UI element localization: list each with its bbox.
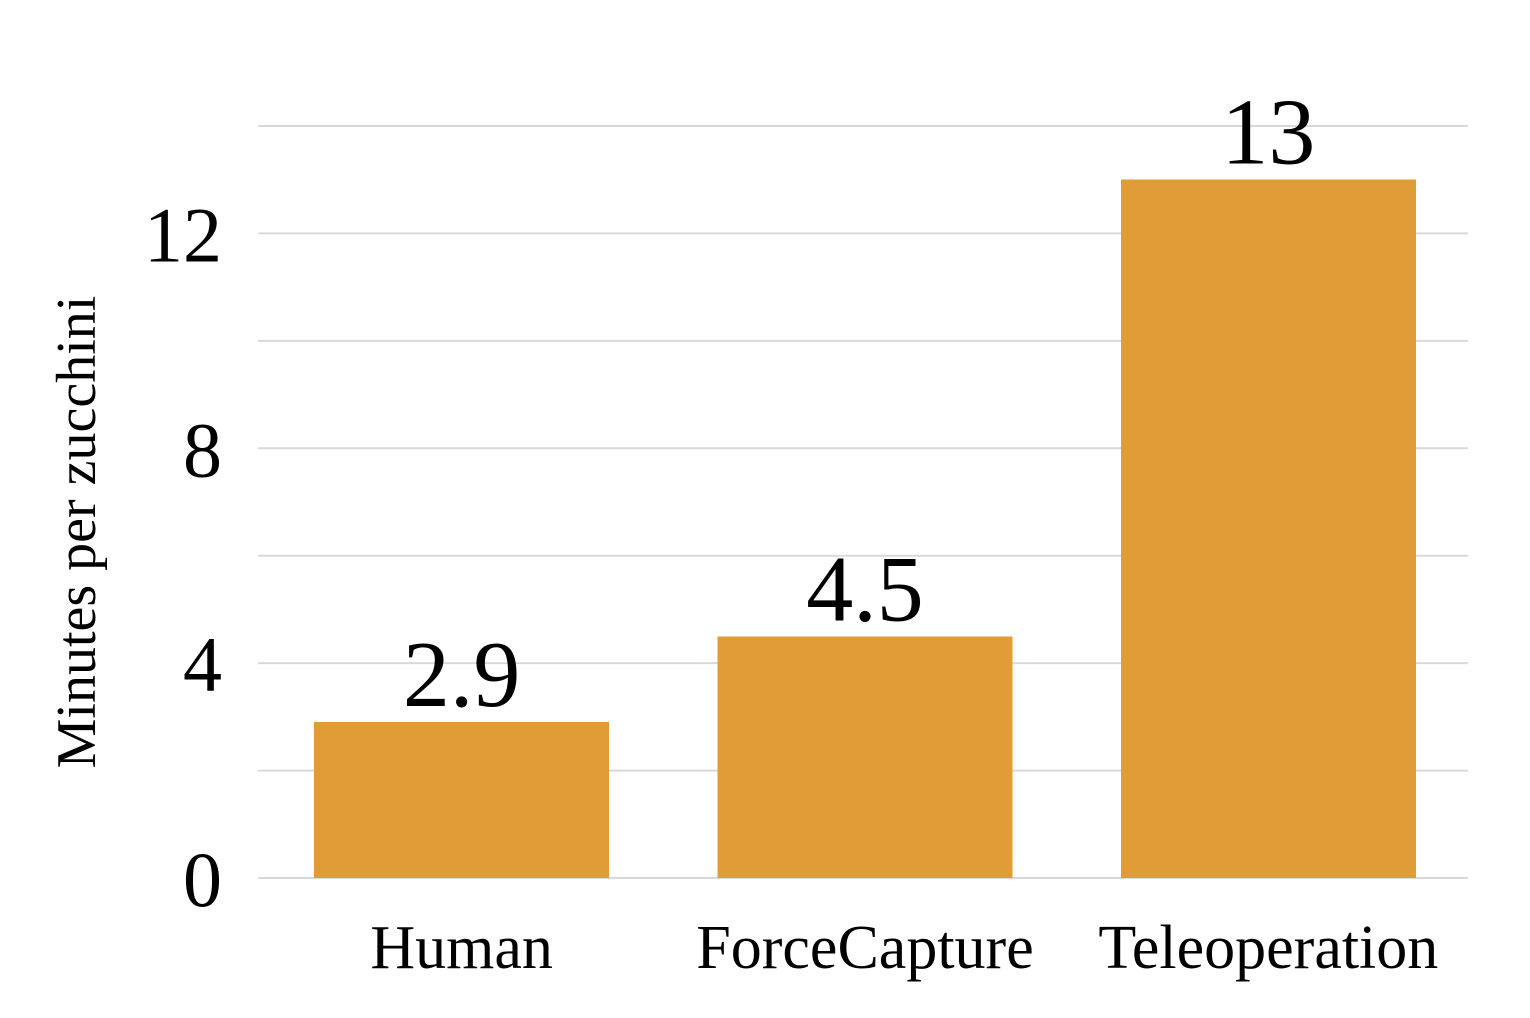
bar-teleoperation [1120,179,1416,878]
bars [314,179,1416,878]
bar-human [314,722,610,878]
bar-forcecapture [717,636,1013,878]
value-labels: 2.9 4.5 13 [403,81,1315,728]
y-axis-title: Minutes per zucchini [46,296,108,769]
y-tick-label: 12 [144,191,222,278]
y-tick-label: 0 [183,836,222,923]
x-axis-categories: Human ForceCapture Teleoperation [370,914,1438,982]
y-axis-ticks: 0 4 8 12 [144,191,222,923]
category-label-teleoperation: Teleoperation [1098,914,1438,982]
y-tick-label: 8 [183,406,222,493]
value-label-human: 2.9 [403,623,521,727]
category-label-human: Human [370,914,553,982]
value-label-teleoperation: 13 [1221,81,1315,185]
value-label-forcecapture: 4.5 [806,537,924,641]
y-tick-label: 4 [183,621,222,708]
category-label-forcecapture: ForceCapture [696,914,1033,982]
